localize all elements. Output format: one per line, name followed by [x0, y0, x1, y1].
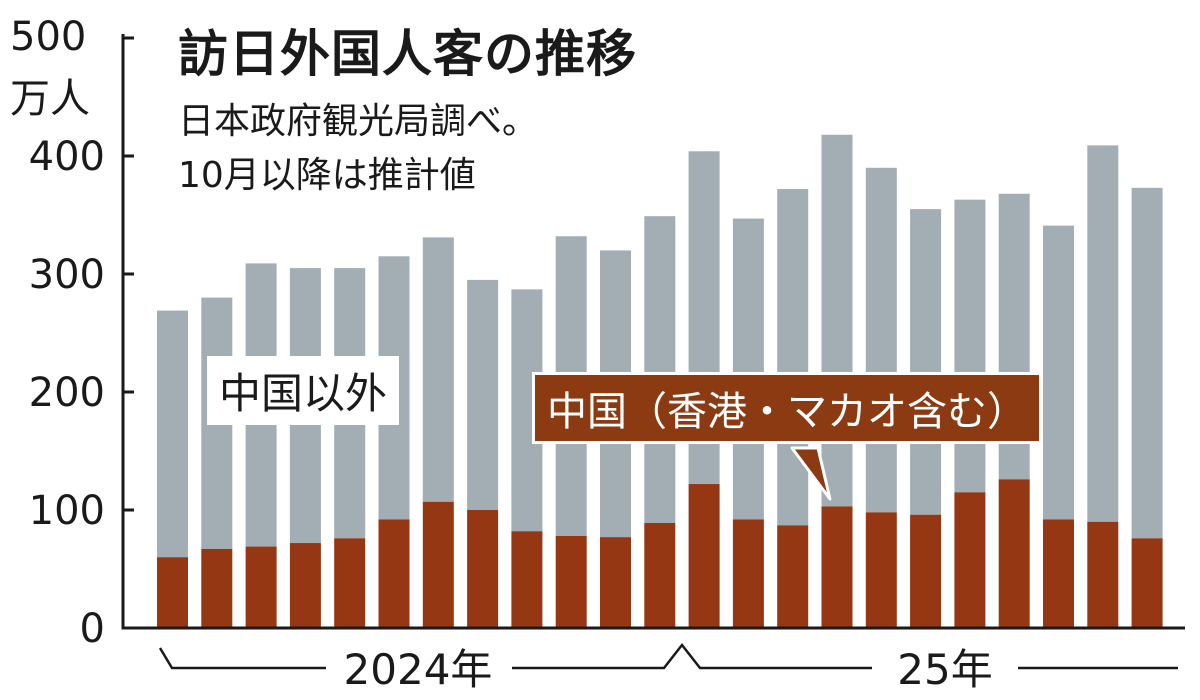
bar-china-2024-10: [555, 535, 587, 628]
bar-china-2025-02: [732, 519, 764, 628]
bar-other-2025-11: [1131, 187, 1163, 539]
y-unit-label: 万人: [10, 76, 90, 122]
bar-china-2024-02: [201, 548, 233, 628]
bar-other-2024-07: [422, 237, 454, 502]
bar-china-2025-09: [1043, 519, 1074, 628]
bar-other-2024-12: [644, 216, 676, 523]
bar-china-2025-08: [998, 479, 1030, 628]
year-label-2025: 25年: [897, 645, 992, 694]
bar-china-2024-11: [600, 537, 631, 628]
bar-china-2024-07: [422, 501, 454, 628]
y-tick-label-500: 500: [10, 14, 87, 60]
bar-other-2025-03: [777, 189, 809, 526]
bar-other-2024-01: [157, 310, 188, 558]
chart-subtitle-note: 10月以降は推計値: [178, 155, 476, 196]
year-bracket-2024-left: [158, 647, 326, 670]
series-label-other: 中国以外: [207, 356, 400, 425]
chart-subtitle-source: 日本政府観光局調べ。: [178, 101, 539, 142]
y-tick-label-400: 400: [29, 134, 105, 180]
bar-other-2024-08: [467, 279, 499, 510]
bar-china-2024-08: [467, 510, 499, 628]
bar-china-2025-11: [1131, 538, 1163, 628]
bar-china-2024-01: [157, 557, 188, 628]
bar-china-2025-01: [688, 484, 720, 628]
bar-china-2025-03: [777, 525, 809, 628]
bar-other-2025-07: [954, 199, 986, 493]
bar-china-2024-03: [245, 546, 277, 628]
bar-other-2025-05: [865, 167, 897, 513]
year-bracket-divider: [512, 642, 872, 670]
bar-other-2025-10: [1087, 145, 1119, 522]
bar-china-2025-05: [865, 512, 897, 628]
bar-other-2025-09: [1043, 225, 1074, 520]
y-tick-label-300: 300: [29, 252, 105, 298]
bar-other-2025-06: [910, 209, 942, 515]
bar-china-2025-04: [821, 506, 853, 628]
chart-title: 訪日外国人客の推移: [178, 25, 637, 83]
bar-china-2025-10: [1087, 521, 1119, 628]
bar-china-2024-05: [334, 538, 366, 628]
bar-china-2025-07: [954, 492, 986, 628]
bar-china-2024-06: [378, 519, 410, 628]
bar-china-2024-12: [644, 522, 676, 628]
series-label-china: 中国（香港・マカオ含む）: [532, 372, 1042, 444]
bar-other-2025-04: [821, 134, 853, 507]
bar-china-2025-06: [910, 514, 942, 628]
y-tick-label-200: 200: [29, 370, 105, 416]
bar-other-2025-02: [732, 218, 764, 520]
y-tick-label-0: 0: [80, 606, 105, 652]
bar-china-2024-04: [289, 543, 321, 628]
year-label-2024: 2024年: [344, 645, 493, 694]
bar-china-2024-09: [511, 531, 543, 628]
y-tick-label-100: 100: [29, 488, 105, 534]
china-label-pointer: [790, 446, 832, 501]
